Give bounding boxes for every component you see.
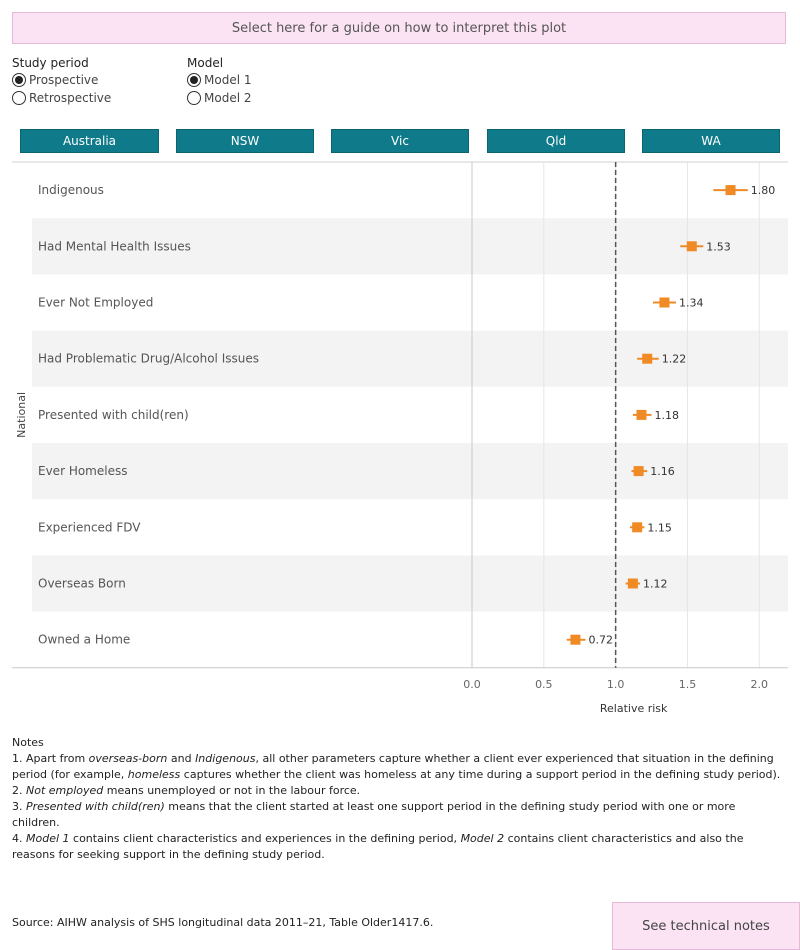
note-3: 3. Presented with child(ren) means that …: [12, 800, 736, 829]
technical-notes-button[interactable]: See technical notes: [612, 902, 800, 950]
radio-unselected-icon: [12, 91, 26, 105]
radio-selected-icon: [187, 73, 201, 87]
point-marker: [636, 409, 647, 420]
point-marker: [659, 297, 670, 308]
data-label: 1.22: [662, 353, 687, 366]
radio-label: Retrospective: [29, 91, 112, 105]
x-tick-label: 2.0: [751, 678, 769, 691]
category-label: Had Problematic Drug/Alcohol Issues: [38, 352, 259, 366]
row-band: [32, 555, 788, 612]
point-marker: [632, 522, 643, 533]
model-title: Model: [187, 56, 224, 70]
data-label: 1.12: [643, 578, 668, 591]
tab-australia[interactable]: Australia: [20, 129, 159, 153]
notes-section: Notes 1. Apart from overseas-born and In…: [12, 735, 782, 863]
row-band: [32, 443, 788, 500]
notes-title: Notes: [12, 736, 44, 749]
radio-model-2[interactable]: Model 2: [187, 90, 251, 106]
category-label: Presented with child(ren): [38, 408, 189, 422]
note-4: 4. Model 1 contains client characteristi…: [12, 832, 744, 861]
tab-qld[interactable]: Qld: [487, 129, 625, 153]
data-label: 1.18: [655, 409, 680, 422]
radio-label: Model 1: [204, 73, 252, 87]
category-label: Overseas Born: [38, 577, 126, 591]
source-note: Source: AIHW analysis of SHS longitudina…: [12, 916, 434, 929]
note-2: 2. Not employed means unemployed or not …: [12, 784, 361, 797]
note-1: 1. Apart from overseas-born and Indigeno…: [12, 752, 781, 781]
radio-prospective[interactable]: Prospective: [12, 72, 98, 88]
radio-label: Model 2: [204, 91, 252, 105]
relative-risk-chart: National Indigenous 1.80 Had Mental Health …: [12, 161, 788, 715]
point-marker: [633, 466, 644, 477]
radio-retrospective[interactable]: Retrospective: [12, 90, 111, 106]
tab-vic[interactable]: Vic: [331, 129, 469, 153]
row-band: [32, 330, 788, 387]
category-label: Ever Homeless: [38, 464, 127, 478]
tab-wa[interactable]: WA: [642, 129, 780, 153]
point-marker: [627, 578, 638, 589]
radio-label: Prospective: [29, 73, 99, 87]
row-header-label: National: [15, 392, 28, 438]
x-tick-label: 0.5: [535, 678, 553, 691]
tab-nsw[interactable]: NSW: [176, 129, 314, 153]
category-label: Ever Not Employed: [38, 296, 153, 310]
radio-selected-icon: [12, 73, 26, 87]
x-axis-title: Relative risk: [600, 702, 668, 715]
data-label: 0.72: [588, 634, 613, 647]
radio-unselected-icon: [187, 91, 201, 105]
point-marker: [642, 353, 653, 364]
interpret-guide-button[interactable]: Select here for a guide on how to interp…: [12, 12, 786, 44]
row-band: [32, 218, 788, 275]
category-label: Indigenous: [38, 183, 104, 197]
data-label: 1.16: [650, 465, 675, 478]
x-tick-label: 1.5: [679, 678, 697, 691]
category-label: Owned a Home: [38, 633, 130, 647]
data-label: 1.53: [706, 240, 731, 253]
category-label: Had Mental Health Issues: [38, 239, 191, 253]
data-label: 1.15: [647, 521, 672, 534]
data-label: 1.34: [679, 297, 704, 310]
category-label: Experienced FDV: [38, 520, 141, 534]
study-period-title: Study period: [12, 56, 89, 70]
radio-model-1[interactable]: Model 1: [187, 72, 251, 88]
point-marker: [725, 185, 736, 196]
point-marker: [570, 634, 581, 645]
x-tick-label: 1.0: [607, 678, 625, 691]
x-tick-label: 0.0: [463, 678, 481, 691]
data-label: 1.80: [751, 184, 776, 197]
point-marker: [686, 241, 697, 252]
